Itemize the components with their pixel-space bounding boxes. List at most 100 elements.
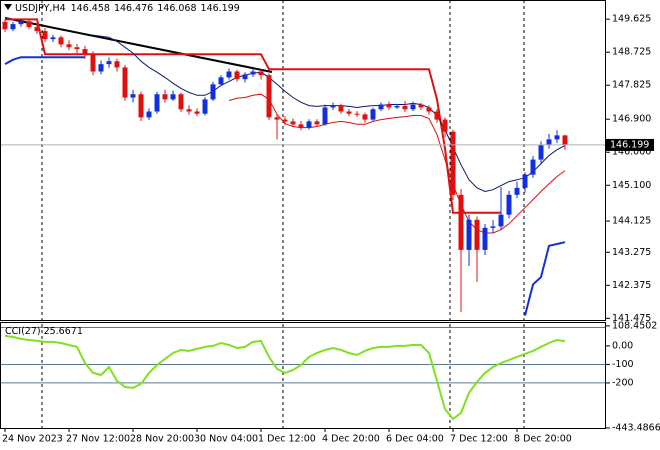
candle-body <box>218 77 224 85</box>
candle-body <box>346 111 352 114</box>
candle-body <box>250 71 256 75</box>
y-tick-label: 0.00 <box>612 340 633 351</box>
candle-body <box>522 174 528 188</box>
candle-body <box>530 159 536 175</box>
y-tick-label: 148.725 <box>612 47 651 58</box>
candle-body <box>258 71 264 76</box>
candle-body <box>482 227 488 250</box>
candle-body <box>306 121 312 128</box>
candle-body <box>138 94 144 118</box>
y-tick-label: 146.000 <box>612 147 651 158</box>
candle-body <box>394 105 400 108</box>
candle-body <box>562 135 568 145</box>
y-tick-label: 146.900 <box>612 114 651 125</box>
y-tick-label: 143.275 <box>612 247 651 258</box>
candle-body <box>506 194 512 215</box>
candle-body <box>282 119 288 122</box>
y-tick-label: -200 <box>612 377 634 388</box>
ohlc-high: 146.476 <box>114 3 153 14</box>
candle-body <box>130 94 136 98</box>
candle-body <box>162 94 168 100</box>
candle-body <box>386 104 392 108</box>
ohlc-open: 146.458 <box>71 3 110 14</box>
symbol-icon <box>4 4 12 10</box>
candle-body <box>226 71 232 78</box>
candle-body <box>90 54 96 72</box>
indicator-value: 25.6671 <box>44 326 83 337</box>
trendline <box>4 17 273 73</box>
candle-body <box>10 24 16 30</box>
candle-body <box>378 104 384 110</box>
current-price-tag <box>606 138 654 151</box>
candle-body <box>26 21 32 28</box>
current-price-label: 146.199 <box>610 139 649 150</box>
ohlc-low: 146.068 <box>157 3 196 14</box>
x-tick-label: 8 Dec 20:00 <box>514 434 572 445</box>
candle-body <box>498 214 504 227</box>
candle-body <box>370 109 376 120</box>
candle-body <box>266 75 272 118</box>
candle-body <box>354 113 360 115</box>
candle-body <box>114 61 120 68</box>
indicator-header: CCI(27) 25.6671 <box>5 326 83 337</box>
candle-body <box>458 194 464 250</box>
candle-body <box>66 44 72 48</box>
candle-body <box>50 37 56 40</box>
x-tick-label: 30 Nov 04:00 <box>194 434 258 445</box>
y-tick-label: 145.100 <box>612 180 651 191</box>
indicator-line <box>5 18 501 214</box>
candle-body <box>2 21 8 30</box>
candle-body <box>154 94 160 112</box>
candle-body <box>474 219 480 250</box>
y-tick-label: 147.825 <box>612 80 651 91</box>
y-tick-label: 108.4502 <box>612 320 657 331</box>
candle-body <box>178 94 184 110</box>
candle-body <box>194 111 200 114</box>
candle-body <box>202 99 208 114</box>
indicator-name: CCI(27) <box>5 326 41 337</box>
candle-body <box>34 27 40 32</box>
candle-body <box>466 219 472 250</box>
candle-body <box>330 105 336 108</box>
candle-body <box>42 31 48 40</box>
candle-body <box>210 84 216 100</box>
panel: 149.625 148.725 147.825 146.900 146.000 145.1… <box>1 14 660 445</box>
ohlc-close: 146.199 <box>201 3 240 14</box>
indicator-line <box>92 34 566 193</box>
candle-body <box>18 21 24 25</box>
candle-body <box>554 135 560 140</box>
candle-body <box>122 67 128 98</box>
candle-body <box>338 105 344 112</box>
candle-body <box>362 114 368 120</box>
symbol: USDJPY,H4 <box>15 3 66 14</box>
candle-body <box>322 107 328 125</box>
candle-body <box>82 49 88 55</box>
candle-body <box>186 109 192 112</box>
candle-body <box>418 104 424 108</box>
candle-body <box>242 74 248 80</box>
indicator-line <box>4 56 566 316</box>
chart-header: USDJPY,H4 146.458 146.476 146.068 146.199 <box>15 3 240 14</box>
candle-body <box>402 105 408 110</box>
candle-body <box>410 104 416 110</box>
candle-body <box>538 144 544 160</box>
candle-body <box>450 131 456 195</box>
y-tick-label: -100 <box>612 359 634 370</box>
candle-body <box>434 111 440 120</box>
candle-body <box>314 121 320 125</box>
candle-body <box>290 121 296 125</box>
candle-body <box>234 71 240 80</box>
x-tick-label: 28 Nov 20:00 <box>130 434 194 445</box>
x-tick-label: 1 Dec 12:00 <box>258 434 316 445</box>
y-tick-label: 141.475 <box>612 313 651 324</box>
sub-frame <box>0 322 606 429</box>
x-tick-label: 6 Dec 04:00 <box>386 434 444 445</box>
candle-body <box>106 61 112 65</box>
candle-body <box>490 226 496 228</box>
y-tick-label: 142.375 <box>612 280 651 291</box>
candle-body <box>74 47 80 50</box>
candle-body <box>514 187 520 195</box>
